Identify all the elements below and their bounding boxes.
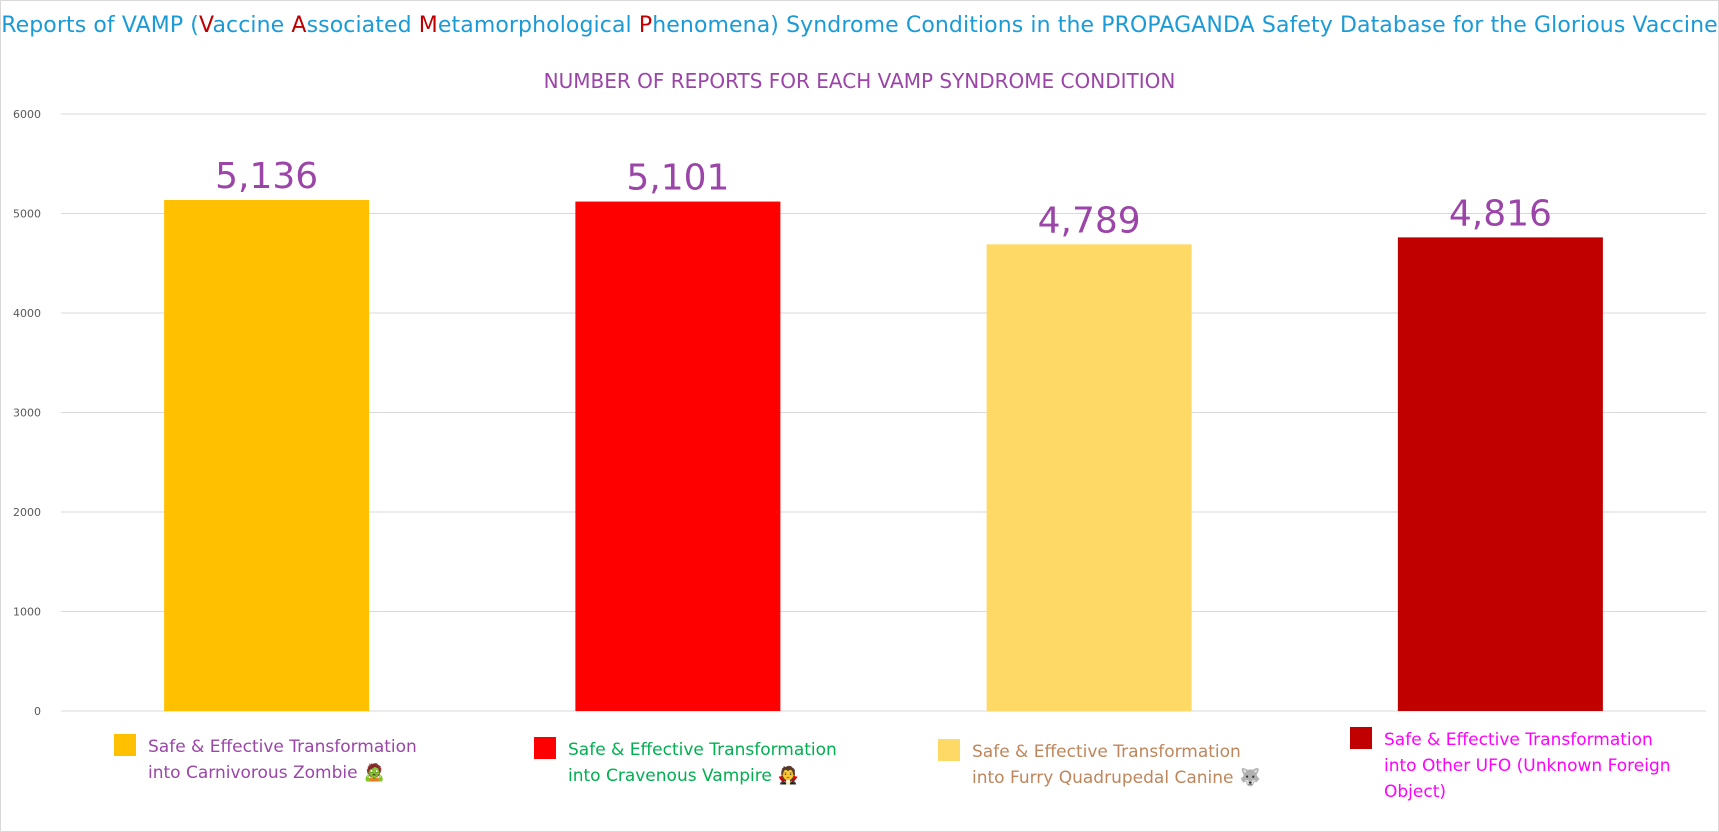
- legend-swatch-1: [114, 734, 136, 756]
- legend-swatch-4: [1350, 727, 1372, 749]
- title-acronym-a: A: [291, 13, 307, 38]
- legend-label-4: Safe & Effective Transformation into Oth…: [1384, 727, 1684, 805]
- title-acronym-p: P: [638, 13, 653, 38]
- title-vaccine-rest: accine: [212, 13, 292, 38]
- data-label-3: 4,789: [1038, 200, 1141, 241]
- title-acronym-m: M: [418, 13, 438, 38]
- y-tick-label-2000: 2000: [13, 506, 41, 519]
- bar-2: [575, 201, 781, 711]
- legend-item-1: Safe & Effective Transformation into Car…: [114, 734, 448, 786]
- bar-1: [164, 199, 370, 711]
- legend-label-text-3: Safe & Effective Transformation into Fur…: [972, 742, 1241, 788]
- y-tick-label-5000: 5000: [13, 208, 41, 221]
- legend-label-2: Safe & Effective Transformation into Cra…: [568, 737, 868, 789]
- title-phenomena-rest: henomena) Syndrome Conditions in the PRO…: [652, 13, 1718, 38]
- main-title: Reports of VAMP (Vaccine Associated Meta…: [1, 13, 1718, 38]
- title-metamorphological-rest: etamorphological: [437, 13, 639, 38]
- legend-label-text-2: Safe & Effective Transformation into Cra…: [568, 740, 837, 786]
- title-associated-rest: ssociated: [306, 13, 419, 38]
- y-tick-label-3000: 3000: [13, 407, 41, 420]
- legend-label-1: Safe & Effective Transformation into Car…: [148, 734, 448, 786]
- y-tick-label-1000: 1000: [13, 606, 41, 619]
- data-label-1: 5,136: [215, 156, 318, 197]
- legend-label-3: Safe & Effective Transformation into Fur…: [972, 739, 1272, 791]
- bar-3: [986, 244, 1192, 711]
- title-acronym-v: V: [199, 13, 213, 38]
- chart-title: NUMBER OF REPORTS FOR EACH VAMP SYNDROME…: [543, 69, 1176, 93]
- vampire-icon: 🧛: [777, 766, 800, 786]
- data-label-4: 4,816: [1449, 193, 1552, 234]
- y-tick-label-0: 0: [34, 705, 41, 718]
- bar-4: [1397, 237, 1603, 711]
- wolf-icon: 🐺: [1239, 768, 1261, 788]
- data-label-2: 5,101: [626, 158, 729, 199]
- legend-item-3: Safe & Effective Transformation into Fur…: [938, 739, 1272, 791]
- legend-label-text-4: Safe & Effective Transformation into Oth…: [1384, 730, 1671, 802]
- legend-label-text-1: Safe & Effective Transformation into Car…: [148, 737, 417, 783]
- y-tick-label-6000: 6000: [13, 108, 41, 121]
- legend-swatch-2: [534, 737, 556, 759]
- zombie-icon: 🧟: [363, 763, 385, 783]
- y-tick-label-4000: 4000: [13, 307, 41, 320]
- legend-item-2: Safe & Effective Transformation into Cra…: [534, 737, 868, 789]
- title-prefix: Reports of VAMP (: [1, 13, 199, 38]
- legend-item-4: Safe & Effective Transformation into Oth…: [1350, 727, 1684, 805]
- legend-swatch-3: [938, 739, 960, 761]
